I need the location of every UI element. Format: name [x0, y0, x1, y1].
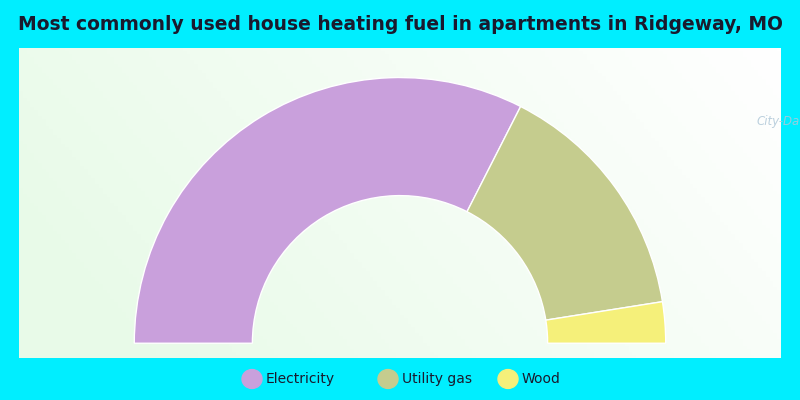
- Ellipse shape: [498, 370, 518, 388]
- Ellipse shape: [242, 370, 262, 388]
- Text: City-Data.com: City-Data.com: [757, 115, 800, 128]
- Text: Most commonly used house heating fuel in apartments in Ridgeway, MO: Most commonly used house heating fuel in…: [18, 14, 782, 34]
- Ellipse shape: [378, 370, 398, 388]
- Text: Wood: Wood: [522, 372, 561, 386]
- Text: Electricity: Electricity: [266, 372, 334, 386]
- Wedge shape: [134, 78, 521, 343]
- Wedge shape: [546, 302, 666, 343]
- Text: Utility gas: Utility gas: [402, 372, 472, 386]
- Wedge shape: [467, 106, 662, 320]
